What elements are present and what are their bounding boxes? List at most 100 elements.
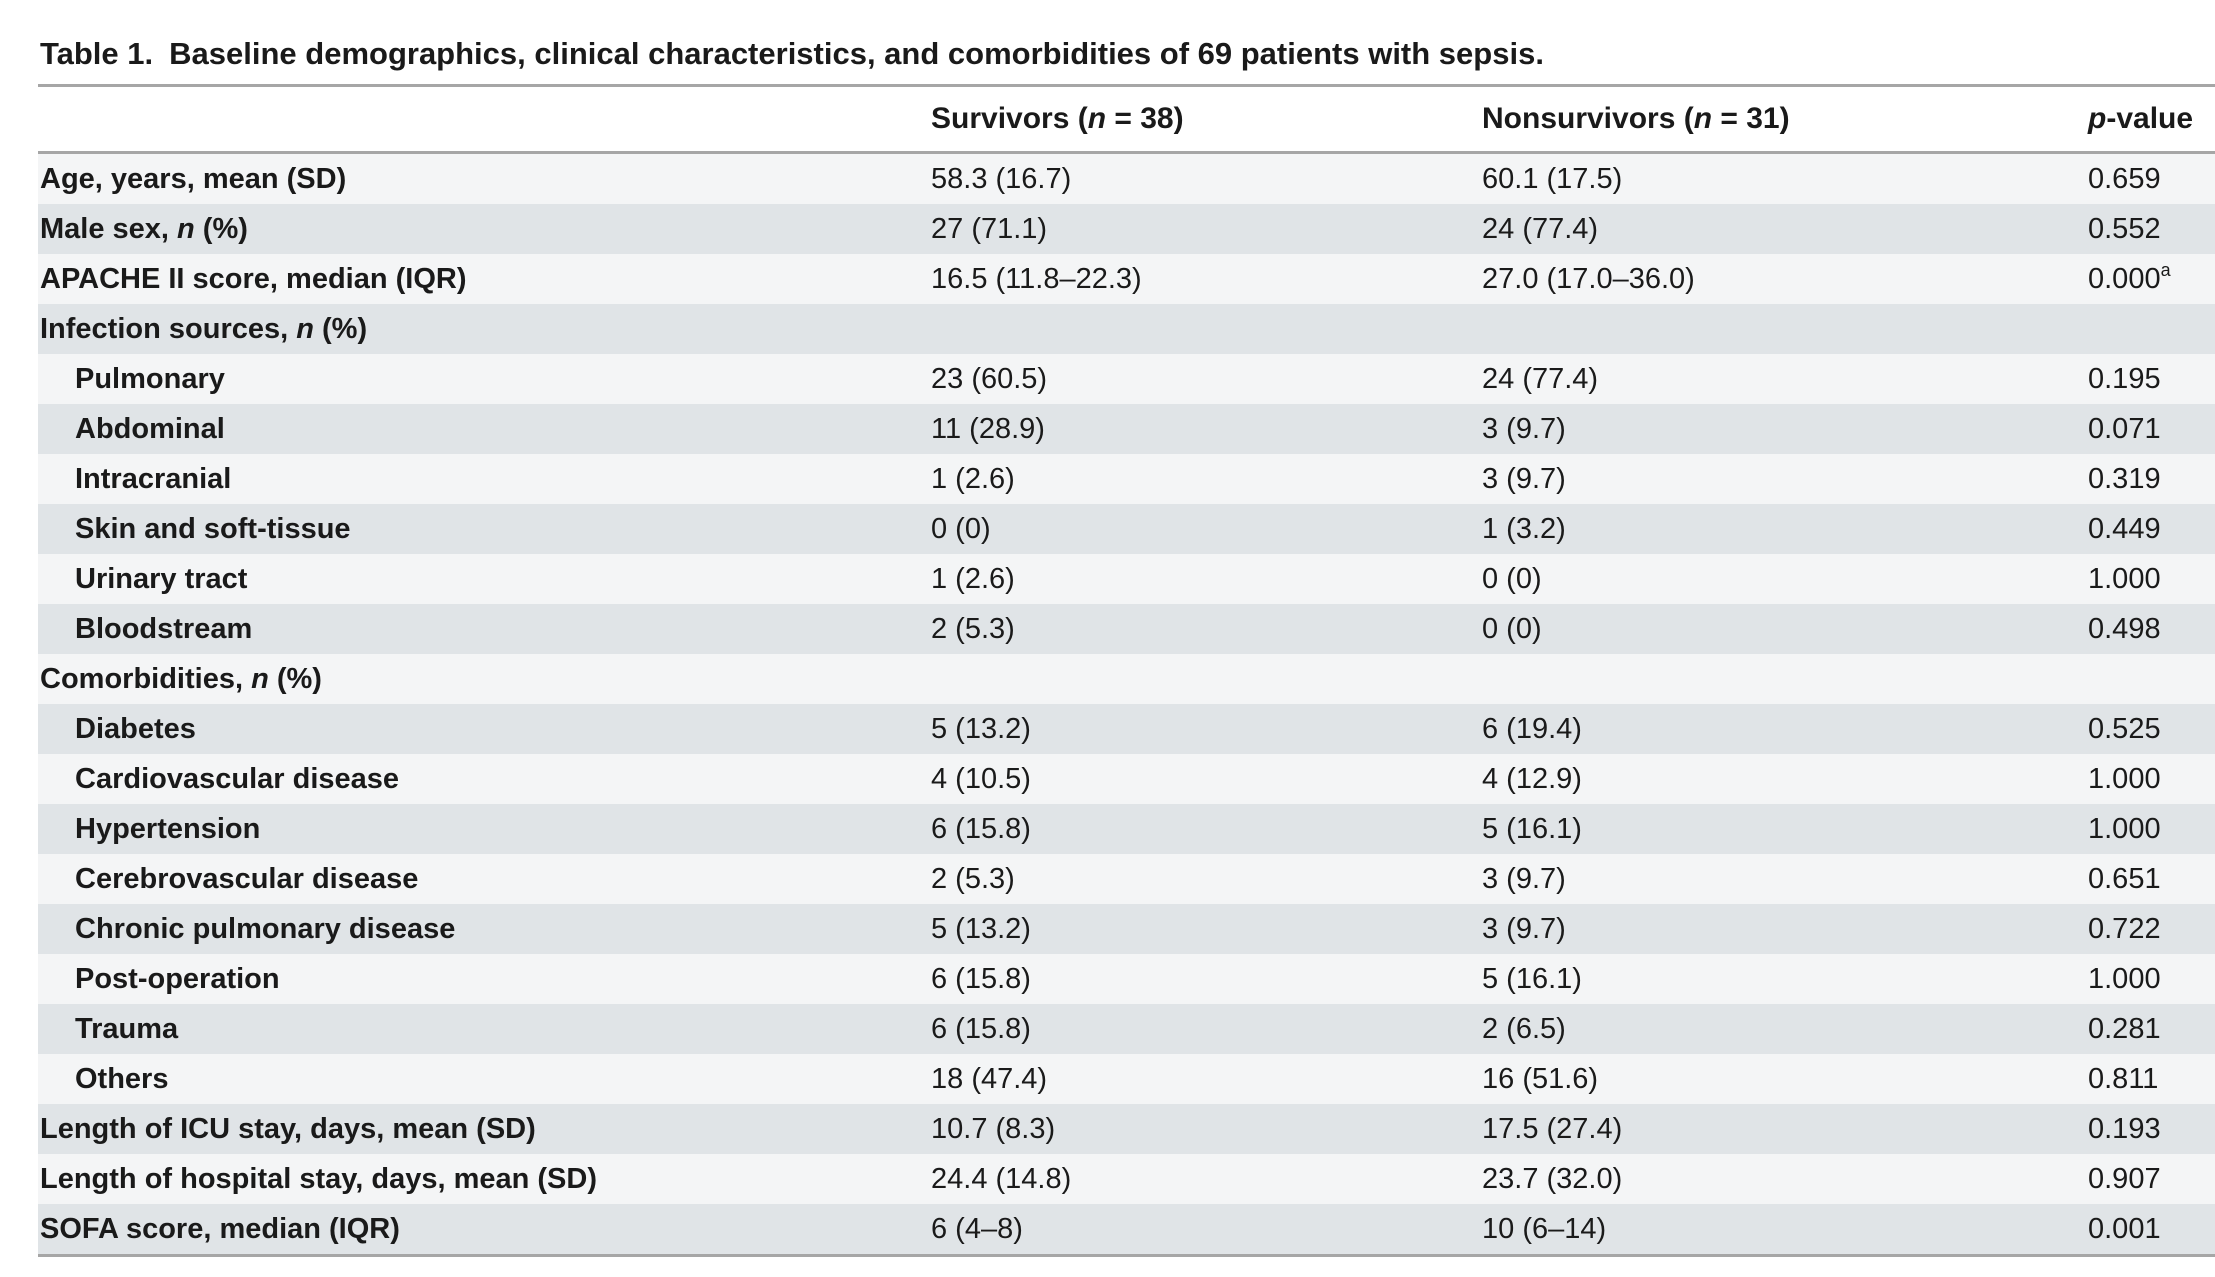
nonsurvivors-value: 5 (16.1) [1482,963,1582,995]
survivors-value: 6 (15.8) [931,963,1031,995]
table-row: Post-operation 6 (15.8) 5 (16.1) 1.000 [38,954,2215,1004]
table-row: Diabetes 5 (13.2) 6 (19.4) 0.525 [38,704,2215,754]
p-value: 1.000 [2088,563,2161,595]
p-value: 0.659 [2088,163,2161,195]
p-value: 0.552 [2088,213,2161,245]
survivors-value: 6 (4–8) [931,1213,1023,1245]
nonsurvivors-value: 0 (0) [1482,563,1542,595]
row-label: Comorbidities, n (%) [40,663,322,695]
row-label: Abdominal [75,413,225,445]
row-label: Chronic pulmonary disease [75,913,456,945]
row-label: Urinary tract [75,563,248,595]
header-nonsurvivors: Nonsurvivors (n = 31) [1482,102,1790,135]
p-value: 0.071 [2088,413,2161,445]
nonsurvivors-value: 0 (0) [1482,613,1542,645]
nonsurvivors-value: 3 (9.7) [1482,413,1566,445]
table-body: Age, years, mean (SD) 58.3 (16.7) 60.1 (17… [38,154,2215,1254]
row-label: Length of hospital stay, days, mean (SD) [40,1163,597,1195]
survivors-value: 24.4 (14.8) [931,1163,1072,1195]
survivors-value: 6 (15.8) [931,1013,1031,1045]
row-label: Trauma [75,1013,179,1045]
row-label: Post-operation [75,963,280,995]
table-row: Length of hospital stay, days, mean (SD)… [38,1154,2215,1204]
table-row: Abdominal 11 (28.9) 3 (9.7) 0.071 [38,404,2215,454]
survivors-value: 58.3 (16.7) [931,163,1072,195]
p-value: 0.000a [2088,260,2171,295]
p-value: 0.811 [2088,1063,2159,1095]
nonsurvivors-value: 17.5 (27.4) [1482,1113,1623,1145]
nonsurvivors-value: 27.0 (17.0–36.0) [1482,263,1695,295]
p-value: 1.000 [2088,813,2161,845]
table-row: Urinary tract 1 (2.6) 0 (0) 1.000 [38,554,2215,604]
survivors-value: 4 (10.5) [931,763,1031,795]
header-p-value: p-value [2088,102,2194,135]
row-label: Others [75,1063,169,1095]
row-label: APACHE II score, median (IQR) [40,263,467,295]
nonsurvivors-value: 2 (6.5) [1482,1013,1566,1045]
table-header-rule [38,151,2215,154]
nonsurvivors-value: 10 (6–14) [1482,1213,1607,1245]
p-value: 1.000 [2088,763,2161,795]
table-top-rule [38,84,2215,87]
table-row: Bloodstream 2 (5.3) 0 (0) 0.498 [38,604,2215,654]
table-row: Pulmonary 23 (60.5) 24 (77.4) 0.195 [38,354,2215,404]
row-label: Male sex, n (%) [40,213,248,245]
nonsurvivors-value: 24 (77.4) [1482,213,1599,245]
table-row: Age, years, mean (SD) 58.3 (16.7) 60.1 (17… [38,154,2215,204]
survivors-value: 2 (5.3) [931,613,1015,645]
table-row: SOFA score, median (IQR) 6 (4–8) 10 (6–14)… [38,1204,2215,1254]
row-label: Cerebrovascular disease [75,863,419,895]
p-value: 0.722 [2088,913,2161,945]
table-row: Comorbidities, n (%) [38,654,2215,704]
p-value: 0.651 [2088,863,2161,895]
p-value: 0.498 [2088,613,2161,645]
nonsurvivors-value: 1 (3.2) [1482,513,1566,545]
survivors-value: 27 (71.1) [931,213,1048,245]
survivors-value: 1 (2.6) [931,563,1015,595]
survivors-value: 5 (13.2) [931,913,1031,945]
caption-text: Baseline demographics, clinical characte… [169,36,1544,71]
table-row: Hypertension 6 (15.8) 5 (16.1) 1.000 [38,804,2215,854]
table-row: Others 18 (47.4) 16 (51.6) 0.811 [38,1054,2215,1104]
row-label: Cardiovascular disease [75,763,400,795]
table-row: Male sex, n (%) 27 (71.1) 24 (77.4) 0.552 [38,204,2215,254]
survivors-value: 18 (47.4) [931,1063,1048,1095]
row-label: Diabetes [75,713,196,745]
survivors-value: 0 (0) [931,513,991,545]
nonsurvivors-value: 6 (19.4) [1482,713,1582,745]
survivors-value: 5 (13.2) [931,713,1031,745]
p-value: 0.525 [2088,713,2161,745]
row-label: Pulmonary [75,363,225,395]
table-row: Chronic pulmonary disease 5 (13.2) 3 (9.7)… [38,904,2215,954]
nonsurvivors-value: 16 (51.6) [1482,1063,1599,1095]
row-label: Length of ICU stay, days, mean (SD) [40,1113,536,1145]
survivors-value: 23 (60.5) [931,363,1048,395]
nonsurvivors-value: 24 (77.4) [1482,363,1599,395]
nonsurvivors-value: 23.7 (32.0) [1482,1163,1623,1195]
p-value: 0.195 [2088,363,2161,395]
row-label: Bloodstream [75,613,253,645]
survivors-value: 11 (28.9) [931,413,1045,445]
caption-label: Table 1. [40,36,154,71]
survivors-value: 2 (5.3) [931,863,1015,895]
row-label: Intracranial [75,463,232,495]
footnote-marker: a [2160,260,2171,280]
p-value: 0.907 [2088,1163,2161,1195]
p-value: 0.281 [2088,1013,2161,1045]
table-row: Intracranial 1 (2.6) 3 (9.7) 0.319 [38,454,2215,504]
survivors-value: 6 (15.8) [931,813,1031,845]
row-label: Infection sources, n (%) [40,313,368,345]
table-row: Cardiovascular disease 4 (10.5) 4 (12.9) 1.… [38,754,2215,804]
nonsurvivors-value: 3 (9.7) [1482,913,1566,945]
nonsurvivors-value: 3 (9.7) [1482,463,1566,495]
header-survivors: Survivors (n = 38) [931,102,1184,135]
table-row: Length of ICU stay, days, mean (SD) 10.7 … [38,1104,2215,1154]
p-value: 0.449 [2088,513,2161,545]
nonsurvivors-value: 3 (9.7) [1482,863,1566,895]
table-caption: Table 1. Baseline demographics, clinical … [40,36,1544,72]
data-table: Survivors (n = 38) Nonsurvivors (n = 31)… [38,84,2215,1257]
table-row: Trauma 6 (15.8) 2 (6.5) 0.281 [38,1004,2215,1054]
table-row: Skin and soft-tissue 0 (0) 1 (3.2) 0.449 [38,504,2215,554]
nonsurvivors-value: 4 (12.9) [1482,763,1582,795]
survivors-value: 10.7 (8.3) [931,1113,1056,1145]
